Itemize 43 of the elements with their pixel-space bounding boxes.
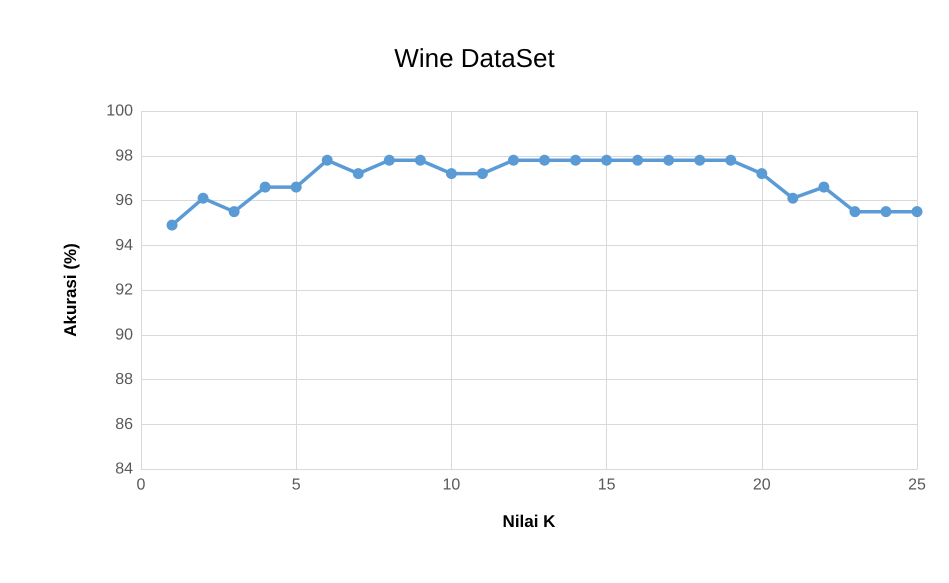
point [663, 154, 674, 166]
y-tick-label: 98 [115, 147, 134, 164]
point [725, 154, 736, 166]
y-tick-label: 96 [115, 192, 134, 209]
point [508, 154, 519, 166]
point [818, 182, 830, 193]
point [912, 206, 922, 218]
point [849, 206, 860, 218]
point [601, 154, 612, 166]
x-tick-label: 25 [908, 476, 926, 494]
x-tick-label: 5 [292, 476, 301, 494]
point [756, 168, 768, 180]
point [787, 192, 798, 204]
point [352, 168, 364, 180]
y-tick-label: 86 [115, 416, 134, 433]
point [570, 154, 582, 166]
y-tick-label: 88 [115, 371, 134, 388]
y-tick-label: 84 [115, 460, 134, 478]
y-tick-label: 90 [115, 326, 134, 344]
point [228, 206, 240, 218]
y-tick-label: 92 [115, 282, 134, 298]
point [632, 154, 644, 166]
x-axis-title: Nilai K [502, 512, 556, 531]
x-tick-label: 15 [598, 476, 616, 494]
point [260, 182, 271, 193]
y-tick-label: 100 [106, 102, 134, 120]
point [384, 154, 395, 166]
point [290, 182, 302, 193]
y-tick-label: 94 [115, 236, 134, 254]
chart-title: Wine DataSet [394, 43, 556, 73]
point [322, 154, 333, 166]
point [198, 192, 209, 204]
point [539, 154, 550, 166]
point [166, 220, 178, 231]
point [476, 168, 488, 180]
point [414, 154, 426, 166]
y-axis-title: Akurasi (%) [61, 243, 80, 337]
point [880, 206, 892, 218]
x-tick-label: 0 [136, 476, 146, 494]
point [694, 154, 706, 166]
x-tick-label: 10 [442, 476, 460, 494]
x-tick-label: 20 [752, 476, 771, 494]
point [446, 168, 457, 180]
